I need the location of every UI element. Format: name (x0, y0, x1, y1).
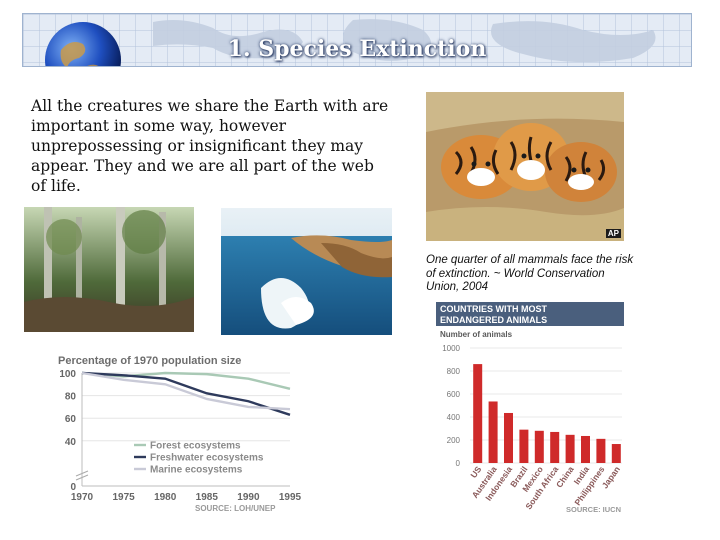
bar-india (581, 435, 590, 463)
bar-chart-title-line1: COUNTRIES WITH MOST (440, 304, 547, 314)
forest-photo (24, 207, 194, 332)
bar-us (473, 364, 483, 463)
line-chart-xtick: 1990 (237, 492, 260, 503)
bar-chart-ytick: 200 (447, 436, 461, 445)
line-chart-xtick: 1985 (196, 492, 219, 503)
bar-chart-source: SOURCE: IUCN (566, 505, 621, 514)
bar-chart-ylabel: Number of animals (440, 330, 513, 339)
world-map-background (23, 14, 691, 66)
legend-label: Forest ecosystems (150, 441, 241, 452)
bar-chart-title-line2: ENDANGERED ANIMALS (440, 315, 547, 325)
globe-icon (45, 22, 121, 66)
bar-chart-ytick: 800 (447, 367, 461, 376)
bar-chart-ytick: 600 (447, 390, 461, 399)
bar-indonesia (504, 412, 513, 463)
photo-credit: AP (605, 229, 621, 238)
tiger-cubs-photo: AP (426, 92, 624, 241)
bar-chart-title-bar (436, 302, 624, 326)
line-chart-source: SOURCE: LOH/UNEP (195, 504, 276, 513)
bar-brazil (519, 429, 529, 463)
line-series-freshwater-ecosystems (81, 371, 291, 416)
bar-chart-ytick: 400 (447, 413, 461, 422)
line-chart-ytick: 100 (59, 369, 76, 380)
line-chart-title: Percentage of 1970 population size (58, 355, 241, 367)
population-line-chart: Percentage of 1970 population size 0 40 60… (58, 355, 302, 513)
slide-title: 1. Species Extinction (227, 36, 487, 62)
bar-category-label: China (554, 464, 576, 489)
endangered-bar-chart: COUNTRIES WITH MOST ENDANGERED ANIMALS N… (436, 302, 624, 514)
line-chart-ytick: 80 (65, 392, 77, 403)
line-chart-xtick: 1995 (279, 492, 302, 503)
bar-chart-ytick: 0 (456, 459, 461, 468)
line-chart-ytick: 0 (70, 482, 76, 493)
bar-chart-ytick: 1000 (442, 344, 460, 353)
line-chart-xtick: 1980 (154, 492, 177, 503)
line-chart-xtick: 1975 (112, 492, 135, 503)
bar-japan (611, 444, 621, 463)
bar-mexico (534, 430, 544, 463)
line-series-marine-ecosystems (81, 371, 291, 411)
line-chart-xtick: 1970 (71, 492, 94, 503)
line-chart-ytick: 60 (65, 414, 77, 425)
legend-label: Freshwater ecosystems (150, 453, 264, 464)
intro-paragraph: All the creatures we share the Earth wit… (31, 97, 389, 195)
bar-south-africa (550, 431, 560, 463)
coast-photo (221, 208, 392, 335)
bar-australia (488, 401, 498, 463)
title-banner: 1. Species Extinction (22, 13, 692, 67)
mammals-caption: One quarter of all mammals face the risk… (426, 254, 634, 293)
bar-china (565, 434, 575, 463)
legend-label: Marine ecosystems (150, 465, 243, 476)
bar-philippines (596, 438, 606, 463)
axis-break-icon (75, 470, 89, 481)
line-chart-ytick: 40 (65, 437, 77, 448)
